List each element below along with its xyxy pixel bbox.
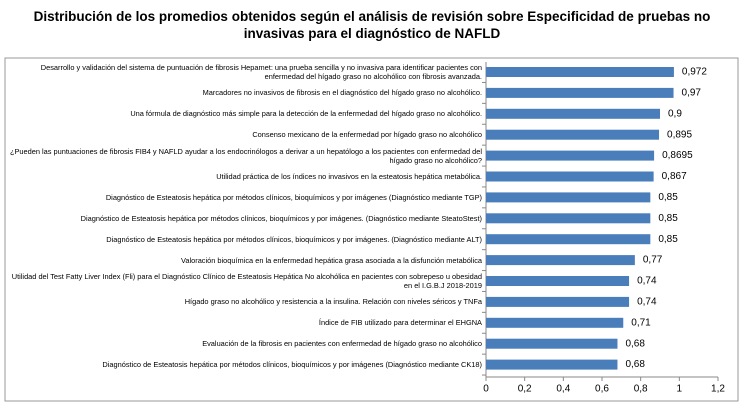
category-label: ¿Pueden las puntuaciones de fibrosis FIB… bbox=[9, 146, 482, 165]
bar bbox=[486, 129, 660, 140]
bar bbox=[486, 213, 651, 224]
x-tick-label: 0,6 bbox=[595, 384, 609, 395]
x-tick-label: 0,8 bbox=[634, 384, 648, 395]
category-label: Evaluación de la fibrosis en pacientes c… bbox=[202, 339, 482, 349]
value-label: 0,85 bbox=[658, 234, 678, 245]
category-label: Desarrollo y validación del sistema de p… bbox=[40, 63, 482, 81]
category-label: Diagnóstico de Esteatosis hepática por m… bbox=[80, 213, 482, 223]
x-tick-label: 0 bbox=[483, 384, 489, 395]
bar bbox=[486, 171, 654, 182]
bar bbox=[486, 150, 655, 161]
chart-title: Distribución de los promedios obtenidos … bbox=[33, 9, 711, 41]
value-label: 0,74 bbox=[637, 276, 657, 287]
category-label: Una fórmula de diagnóstico más simple pa… bbox=[130, 109, 482, 119]
value-label: 0,74 bbox=[637, 297, 657, 308]
value-label: 0,867 bbox=[662, 171, 687, 182]
value-label: 0,77 bbox=[643, 255, 663, 266]
value-label: 0,71 bbox=[631, 317, 651, 328]
value-label: 0,85 bbox=[658, 192, 678, 203]
category-label: Diagnóstico de Esteatosis hepática por m… bbox=[106, 234, 482, 244]
value-label: 0,97 bbox=[682, 88, 702, 99]
x-tick-label: 0,4 bbox=[556, 384, 570, 395]
value-label: 0,68 bbox=[625, 338, 645, 349]
bar bbox=[486, 317, 624, 328]
plot-border bbox=[4, 57, 739, 402]
bar bbox=[486, 234, 651, 245]
bar bbox=[486, 108, 660, 119]
bar bbox=[486, 255, 635, 266]
bar bbox=[486, 359, 618, 370]
value-label: 0,85 bbox=[658, 213, 678, 224]
category-label: Valoración bioquímica en la enfermedad h… bbox=[180, 255, 482, 265]
category-label: Consenso mexicano de la enfermedad por h… bbox=[252, 130, 482, 140]
value-label: 0,8695 bbox=[662, 150, 693, 161]
bar bbox=[486, 87, 674, 98]
category-label: Marcadores no invasivos de fibrosis en e… bbox=[202, 88, 482, 98]
category-label: Diagnóstico de Esteatosis hepática por m… bbox=[102, 360, 482, 370]
bar bbox=[486, 276, 630, 286]
category-label: Utilidad del Test Fatty Liver Index (Fli… bbox=[11, 272, 482, 290]
x-tick-label: 0,2 bbox=[518, 384, 532, 395]
value-label: 0,68 bbox=[625, 359, 645, 370]
value-label: 0,895 bbox=[667, 129, 692, 140]
value-label: 0,9 bbox=[668, 108, 682, 119]
category-label: Hígado graso no alcohólico y resistencia… bbox=[184, 297, 482, 307]
bar bbox=[486, 338, 618, 349]
bar bbox=[486, 296, 630, 307]
category-label: Utilidad práctica de los índices no inva… bbox=[216, 172, 482, 181]
value-label: 0,972 bbox=[682, 67, 707, 78]
category-label: Índice de FIB utilizado para determinar … bbox=[318, 318, 482, 328]
bar bbox=[486, 67, 674, 77]
category-label: Diagnóstico de Esteatosis hepática por m… bbox=[105, 192, 482, 202]
x-tick-label: 1 bbox=[677, 384, 683, 395]
x-tick-label: 1,2 bbox=[711, 384, 725, 395]
bar bbox=[486, 192, 651, 203]
